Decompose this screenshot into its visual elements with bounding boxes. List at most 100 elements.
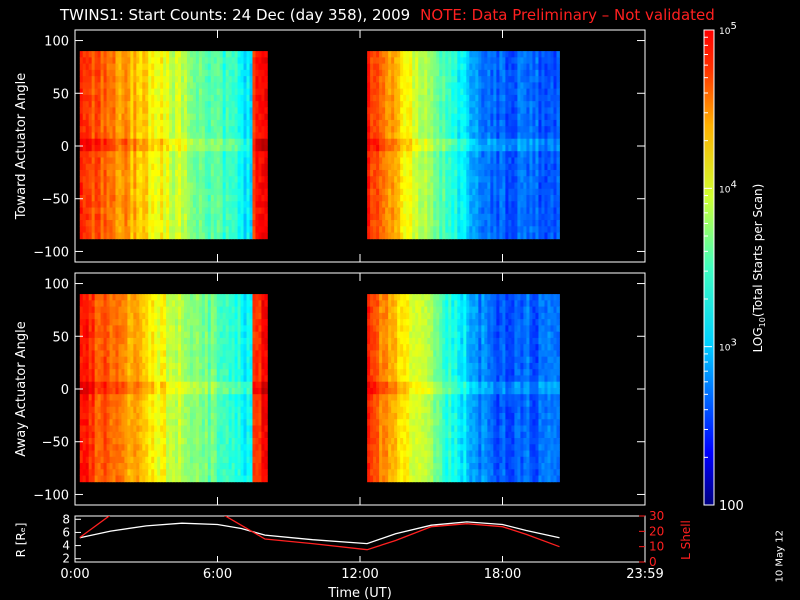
heatmap-cell [454, 138, 458, 146]
heatmap-cell [436, 220, 440, 227]
heatmap-cell [97, 169, 101, 177]
heatmap-cell [448, 169, 452, 177]
heatmap-cell [186, 226, 191, 233]
heatmap-cell [115, 387, 119, 395]
heatmap-cell [252, 151, 256, 158]
heatmap-cell [517, 82, 521, 90]
heatmap-cell [526, 176, 530, 183]
heatmap-cell [418, 101, 422, 108]
heatmap-cell [115, 188, 119, 196]
heatmap-cell [544, 232, 548, 240]
heatmap-cell [454, 107, 458, 115]
heatmap-cell [175, 412, 179, 420]
heatmap-cell [508, 144, 512, 152]
heatmap-cell [130, 381, 134, 389]
heatmap-cell [502, 144, 506, 152]
heatmap-cell [463, 220, 467, 227]
heatmap-cell [169, 456, 173, 464]
heatmap-cell [115, 394, 119, 401]
heatmap-cell [490, 220, 494, 227]
heatmap-cell [163, 132, 167, 140]
heatmap-cell [79, 88, 84, 96]
heatmap-cell [172, 387, 176, 395]
heatmap-cell [145, 57, 149, 65]
heatmap-cell [181, 113, 185, 121]
heatmap-cell [219, 138, 224, 146]
heatmap-cell [547, 51, 551, 58]
heatmap-cell [94, 51, 99, 58]
heatmap-cell [222, 76, 227, 83]
heatmap-cell [112, 144, 116, 152]
heatmap-cell [160, 157, 164, 165]
heatmap-cell [148, 438, 152, 445]
heatmap-cell [508, 151, 512, 158]
heatmap-cell [394, 113, 398, 121]
heatmap-cell [181, 394, 185, 401]
heatmap-cell [442, 195, 446, 202]
heatmap-cell [523, 157, 527, 165]
heatmap-cell [373, 182, 377, 190]
heatmap-cell [255, 76, 259, 83]
heatmap-cell [118, 195, 122, 202]
heatmap-cell [222, 163, 227, 171]
heatmap-cell [163, 107, 167, 115]
heatmap-cell [388, 101, 392, 108]
heatmap-cell [112, 319, 116, 326]
heatmap-cell [169, 163, 173, 171]
heatmap-cell [219, 63, 224, 71]
heatmap-cell [436, 226, 440, 233]
heatmap-cell [237, 94, 241, 102]
heatmap-cell [124, 88, 128, 96]
heatmap-cell [91, 337, 96, 345]
heatmap-cell [124, 163, 128, 171]
heatmap-cell [484, 232, 488, 240]
heatmap-cell [517, 51, 521, 58]
heatmap-cell [160, 94, 164, 102]
heatmap-cell [481, 113, 485, 121]
heatmap-cell [213, 82, 218, 90]
heatmap-cell [466, 220, 470, 227]
heatmap-cell [127, 463, 131, 470]
heatmap-cell [154, 151, 158, 158]
heatmap-cell [213, 119, 218, 127]
heatmap-cell [252, 226, 256, 233]
heatmap-cell [151, 182, 155, 190]
heatmap-cell [457, 94, 461, 102]
heatmap-cell [82, 344, 87, 351]
heatmap-cell [133, 344, 137, 351]
heatmap-cell [130, 300, 134, 308]
heatmap-cell [181, 69, 185, 77]
heatmap-cell [133, 331, 137, 339]
heatmap-cell [127, 425, 131, 433]
heatmap-cell [106, 163, 110, 171]
heatmap-cell [243, 51, 247, 58]
heatmap-cell [424, 157, 428, 165]
heatmap-cell [412, 126, 416, 133]
heatmap-cell [264, 88, 268, 96]
heatmap-cell [484, 69, 488, 77]
heatmap-cell [490, 57, 494, 65]
heatmap-cell [490, 151, 494, 158]
heatmap-cell [148, 132, 152, 140]
heatmap-cell [181, 88, 185, 96]
heatmap-cell [493, 220, 497, 227]
heatmap-cell [91, 306, 96, 314]
heatmap-cell [88, 344, 93, 351]
heatmap-cell [433, 101, 437, 108]
heatmap-cell [475, 188, 479, 196]
heatmap-cell [505, 188, 509, 196]
heatmap-cell [520, 76, 524, 83]
heatmap-cell [478, 213, 482, 221]
heatmap-cell [210, 182, 215, 190]
heatmap-cell [142, 294, 146, 301]
heatmap-cell [79, 469, 84, 476]
heatmap-cell [439, 132, 443, 140]
heatmap-cell [403, 163, 407, 171]
heatmap-cell [228, 69, 233, 77]
heatmap-cell [192, 337, 197, 345]
heatmap-cell [379, 201, 383, 208]
heatmap-cell [151, 51, 155, 58]
heatmap-cell [136, 119, 140, 127]
heatmap-cell [100, 300, 104, 308]
heatmap-cell [97, 469, 101, 476]
